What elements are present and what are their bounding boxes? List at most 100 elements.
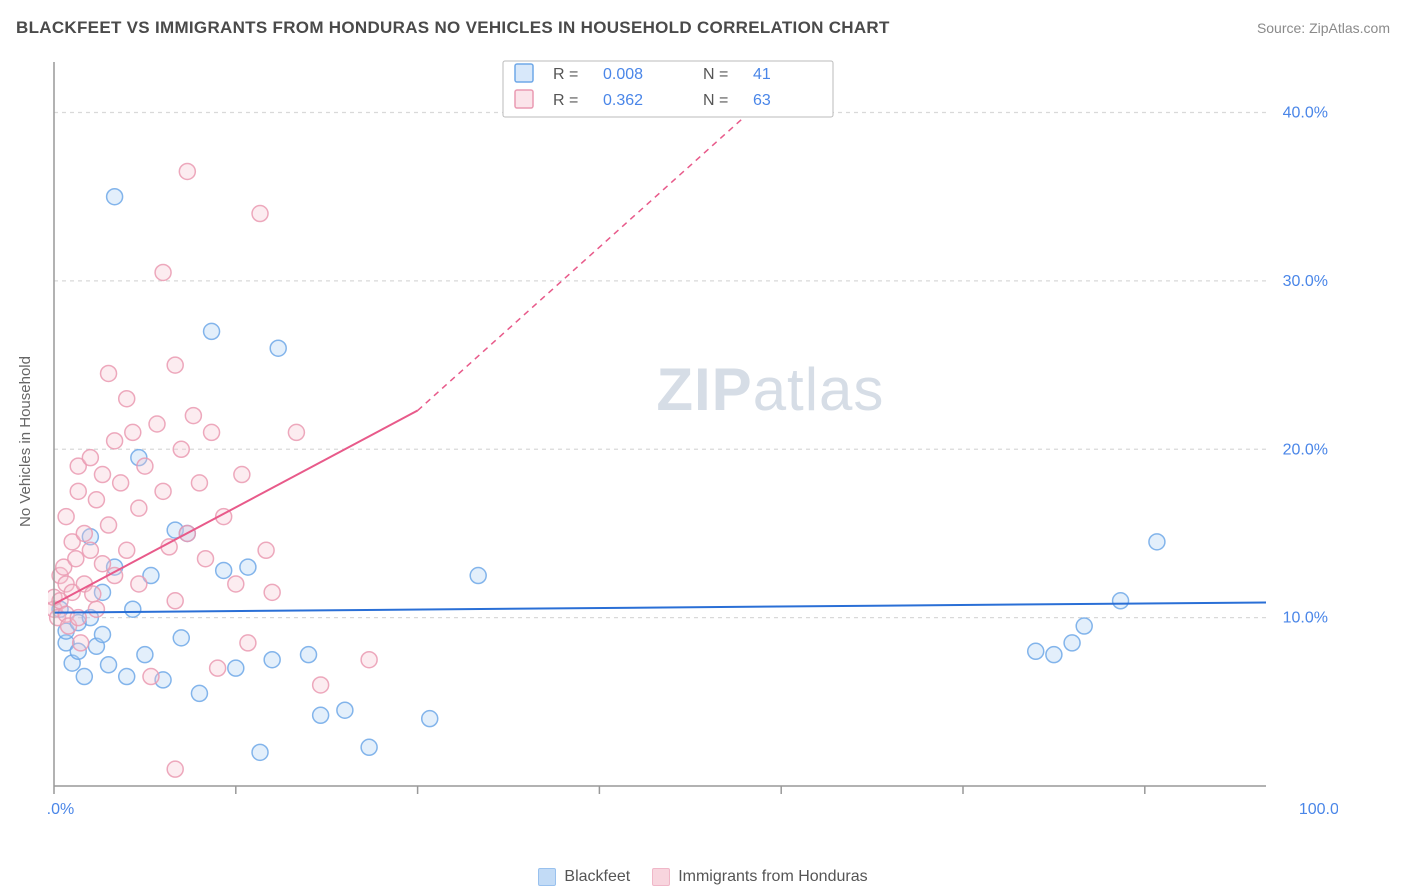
header: BLACKFEET VS IMMIGRANTS FROM HONDURAS NO… [16,18,1390,38]
scatter-point [258,542,274,558]
scatter-point [155,483,171,499]
scatter-point [228,660,244,676]
scatter-point [94,626,110,642]
scatter-point [361,652,377,668]
y-tick-label: 20.0% [1283,441,1328,458]
scatter-point [94,556,110,572]
scatter-point [288,424,304,440]
scatter-point [252,206,268,222]
y-axis-label: No Vehicles in Household [17,356,34,527]
scatter-point [107,189,123,205]
stats-r-value: 0.008 [603,66,643,83]
stats-n-value: 41 [753,66,771,83]
scatter-point [179,163,195,179]
scatter-point [167,357,183,373]
legend-swatch [515,64,533,82]
scatter-point [204,424,220,440]
legend-swatch [652,868,670,886]
scatter-point [167,593,183,609]
scatter-point [58,509,74,525]
y-axis-label-container: No Vehicles in Household [10,56,40,826]
scatter-point [313,707,329,723]
stats-legend: R = 0.008 N = 41 R = 0.362 N = 63 [503,61,833,117]
scatter-point [264,584,280,600]
scatter-point [70,483,86,499]
scatter-point [94,467,110,483]
scatter-point [137,458,153,474]
watermark: ZIPatlas [656,356,884,423]
scatter-point [101,365,117,381]
scatter-point [252,744,268,760]
x-tick-label: 0.0% [48,801,74,818]
scatter-point [88,492,104,508]
scatter-point [264,652,280,668]
scatter-point [107,433,123,449]
scatter-point [167,761,183,777]
scatter-point [313,677,329,693]
scatter-point [101,657,117,673]
plot-area: 10.0%20.0%30.0%40.0%ZIPatlas0.0%100.0%R … [48,56,1338,826]
scatter-point [137,647,153,663]
scatter-point [1046,647,1062,663]
stats-n-label: N = [703,92,728,109]
scatter-point [76,525,92,541]
scatter-point [119,542,135,558]
legend-item: Immigrants from Honduras [652,868,867,886]
scatter-point [185,408,201,424]
scatter-point [470,568,486,584]
scatter-point [240,559,256,575]
scatter-point [270,340,286,356]
trend-line [54,602,1266,612]
legend-label: Immigrants from Honduras [678,868,867,886]
legend-swatch [515,90,533,108]
scatter-point [1064,635,1080,651]
scatter-point [173,630,189,646]
scatter-point [131,576,147,592]
legend-swatch [538,868,556,886]
scatter-point [301,647,317,663]
scatter-point [234,467,250,483]
scatter-point [216,562,232,578]
scatter-point [337,702,353,718]
scatter-point [1113,593,1129,609]
scatter-point [68,551,84,567]
scatter-point [198,551,214,567]
scatter-chart: 10.0%20.0%30.0%40.0%ZIPatlas0.0%100.0%R … [48,56,1338,826]
scatter-point [149,416,165,432]
legend-label: Blackfeet [564,868,630,886]
scatter-point [85,586,101,602]
stats-r-value: 0.362 [603,92,643,109]
scatter-point [1076,618,1092,634]
y-tick-label: 40.0% [1283,105,1328,122]
x-tick-label: 100.0% [1299,801,1338,818]
scatter-point [210,660,226,676]
scatter-point [131,500,147,516]
y-tick-label: 30.0% [1283,273,1328,290]
stats-r-label: R = [553,66,578,83]
stats-n-value: 63 [753,92,771,109]
scatter-point [101,517,117,533]
scatter-point [204,323,220,339]
scatter-point [361,739,377,755]
scatter-point [422,711,438,727]
scatter-point [240,635,256,651]
scatter-point [191,475,207,491]
stats-n-label: N = [703,66,728,83]
scatter-point [88,601,104,617]
scatter-point [125,601,141,617]
source-attribution: Source: ZipAtlas.com [1257,20,1390,36]
scatter-point [119,391,135,407]
legend-item: Blackfeet [538,868,630,886]
bottom-legend: Blackfeet Immigrants from Honduras [0,868,1406,886]
scatter-point [82,450,98,466]
chart-title: BLACKFEET VS IMMIGRANTS FROM HONDURAS NO… [16,18,890,38]
stats-r-label: R = [553,92,578,109]
scatter-point [73,635,89,651]
scatter-point [1028,643,1044,659]
scatter-point [155,264,171,280]
scatter-point [143,669,159,685]
scatter-point [228,576,244,592]
scatter-point [113,475,129,491]
scatter-point [76,669,92,685]
scatter-point [82,542,98,558]
